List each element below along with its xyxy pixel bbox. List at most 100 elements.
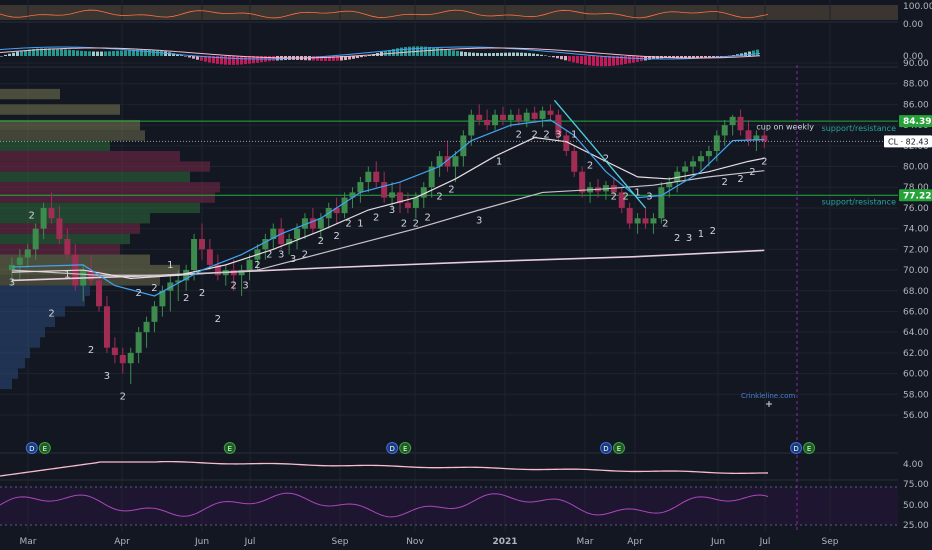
candle-body [397, 192, 403, 203]
macd-histogram-bar [52, 48, 55, 56]
count-label: 1 [357, 219, 363, 230]
dividend-marker-icon [25, 442, 38, 454]
candle-body [690, 161, 697, 167]
candle-body [135, 332, 142, 353]
candle-body [294, 228, 301, 239]
macd-histogram-bar [748, 51, 751, 56]
candle-body [650, 218, 657, 224]
count-label: 2 [318, 236, 324, 247]
count-label: 1 [571, 130, 577, 141]
macd-histogram-bar [164, 51, 167, 56]
crosshair-icon [766, 401, 772, 407]
count-label: 2 [531, 130, 537, 141]
candle-body [262, 239, 269, 250]
count-label: 2 [587, 161, 593, 172]
count-label: 2 [623, 192, 629, 203]
count-label: 2 [135, 288, 141, 299]
macd-histogram-bar [72, 50, 75, 56]
earnings-marker-icon [223, 442, 236, 454]
price-tick-label: 90.00 [903, 59, 929, 69]
marker-letter: E [228, 445, 232, 453]
candle-body [563, 135, 570, 151]
candle-body [697, 156, 704, 162]
candle-body [214, 264, 221, 276]
candle-body [373, 171, 380, 183]
candle-body [420, 187, 427, 198]
count-label: 3 [555, 130, 561, 141]
macd-histogram-bar [480, 53, 483, 56]
candle-body [16, 257, 23, 265]
price-tick-label: 64.00 [903, 328, 929, 338]
macd-histogram-bar [328, 56, 331, 62]
count-label: 3 [9, 278, 15, 289]
candle-body [127, 352, 134, 364]
indicator-tick-label: 4.00 [903, 460, 923, 470]
count-label: 2 [215, 314, 221, 325]
count-label: 2 [183, 293, 189, 304]
macd-histogram-bar [564, 56, 567, 61]
macd-histogram-bar [4, 54, 7, 56]
macd-histogram-bar [676, 56, 679, 58]
count-label: 2 [516, 130, 522, 141]
macd-histogram-bar [224, 56, 227, 65]
count-label: 3 [290, 254, 296, 265]
macd-histogram-bar [228, 56, 231, 65]
macd-histogram-bar [568, 56, 571, 62]
macd-histogram-bar [680, 56, 683, 58]
macd-histogram-bar [160, 50, 163, 56]
macd-histogram-bar [532, 53, 535, 56]
macd-histogram-bar [400, 47, 403, 56]
time-tick-label: Apr [627, 537, 643, 547]
count-label: 2 [436, 192, 442, 203]
macd-histogram-bar [144, 49, 147, 56]
macd-histogram-bar [12, 52, 15, 56]
macd-histogram-bar [468, 52, 471, 56]
count-label: 1 [167, 260, 173, 271]
macd-histogram-bar [16, 51, 19, 56]
macd-histogram-bar [572, 56, 575, 63]
macd-histogram-bar [132, 49, 135, 56]
count-label: 2 [662, 219, 668, 230]
indicator-tick-label: 0.00 [903, 52, 923, 62]
candle-body [634, 218, 641, 224]
volume-profile-row [0, 213, 150, 224]
macd-histogram-bar [516, 52, 519, 56]
macd-histogram-bar [8, 53, 11, 56]
macd-histogram-bar [196, 56, 199, 60]
macd-histogram-bar [704, 56, 707, 58]
candle-body [246, 259, 253, 271]
volume-profile-row [0, 327, 45, 338]
candle-body [389, 192, 396, 198]
count-label: 2 [333, 231, 339, 242]
macd-histogram-bar [100, 51, 103, 56]
time-tick-label: Nov [406, 537, 424, 547]
count-label: 2 [151, 283, 157, 294]
count-label: 3 [389, 205, 395, 216]
macd-histogram-bar [248, 56, 251, 64]
volume-profile-row [0, 223, 140, 234]
macd-histogram-bar [232, 56, 235, 65]
volume-profile-row [0, 285, 90, 296]
price-tick-label: 56.00 [903, 411, 929, 421]
volume-profile-row [0, 275, 160, 286]
candle-body [40, 207, 47, 229]
price-tick-label: 80.00 [903, 163, 929, 173]
time-tick-label: Mar [20, 537, 37, 547]
time-tick-label: Jun [710, 537, 725, 547]
time-tick-label: Jul [759, 537, 771, 547]
level-price-tag [899, 189, 932, 202]
candle-body [753, 135, 760, 141]
count-label: 2 [120, 391, 126, 402]
price-axis-background [898, 0, 932, 550]
volume-profile-row [0, 378, 12, 390]
count-label: 2 [543, 130, 549, 141]
macd-histogram-bar [744, 52, 747, 56]
macd-histogram-bar [88, 51, 91, 56]
earnings-marker-icon [803, 442, 816, 454]
candle-body [499, 114, 506, 120]
macd-histogram-bar [184, 56, 187, 57]
macd-histogram-bar [636, 56, 639, 62]
macd-histogram-bar [608, 56, 611, 66]
macd-histogram-bar [208, 56, 211, 63]
